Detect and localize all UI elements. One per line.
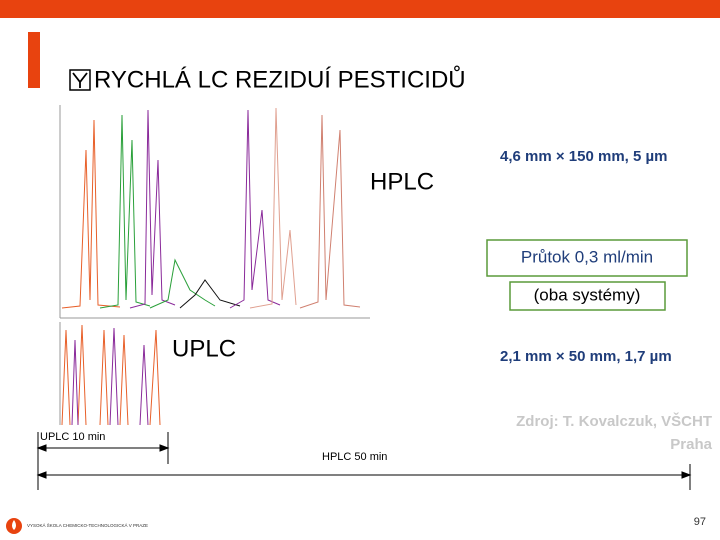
title-marker xyxy=(28,32,40,88)
flow-note: (oba systémy) xyxy=(534,285,641,304)
uplc-timeline xyxy=(36,428,170,464)
source-line1: Zdroj: T. Kovalczuk, VŠCHT xyxy=(516,412,712,430)
top-bar xyxy=(0,0,720,18)
flow-note-box xyxy=(509,281,666,311)
uplc-chromatogram xyxy=(59,322,161,426)
flow-rate: Průtok 0,3 ml/min xyxy=(521,247,653,266)
bullet-icon xyxy=(69,69,91,91)
uplc-label: UPLC xyxy=(172,335,236,362)
logo xyxy=(6,518,22,534)
flow-box xyxy=(486,239,688,277)
page-number: 97 xyxy=(694,516,706,528)
title: RYCHLÁ LC REZIDUÍ PESTICIDŮ xyxy=(94,64,466,93)
hplc-time: HPLC 50 min xyxy=(322,451,387,463)
hplc-column: 4,6 mm × 150 mm, 5 µm xyxy=(500,148,667,165)
uplc-column: 2,1 mm × 50 mm, 1,7 µm xyxy=(500,348,672,365)
source-line2: Praha xyxy=(670,436,712,453)
uplc-time: UPLC 10 min xyxy=(40,431,105,443)
logo-text: VYSOKÁ ŠKOLA CHEMICKO-TECHNOLOGICKÁ V PR… xyxy=(27,522,148,528)
hplc-timeline xyxy=(36,464,692,490)
hplc-chromatogram xyxy=(59,105,370,319)
hplc-label: HPLC xyxy=(370,168,434,195)
